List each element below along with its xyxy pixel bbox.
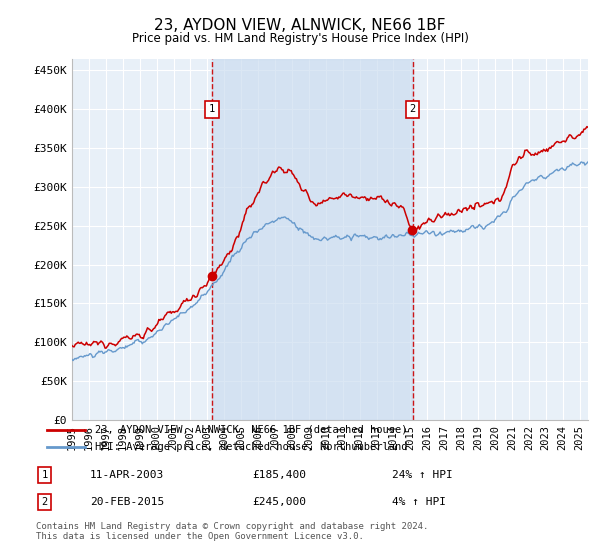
Text: 1: 1 [209, 104, 215, 114]
Text: 2: 2 [409, 104, 416, 114]
Text: 11-APR-2003: 11-APR-2003 [90, 470, 164, 480]
Text: 4% ↑ HPI: 4% ↑ HPI [392, 497, 446, 507]
Text: 23, AYDON VIEW, ALNWICK, NE66 1BF (detached house): 23, AYDON VIEW, ALNWICK, NE66 1BF (detac… [95, 425, 408, 435]
Text: Contains HM Land Registry data © Crown copyright and database right 2024.
This d: Contains HM Land Registry data © Crown c… [36, 522, 428, 542]
Text: Price paid vs. HM Land Registry's House Price Index (HPI): Price paid vs. HM Land Registry's House … [131, 32, 469, 45]
Text: 23, AYDON VIEW, ALNWICK, NE66 1BF: 23, AYDON VIEW, ALNWICK, NE66 1BF [154, 18, 446, 33]
Text: 24% ↑ HPI: 24% ↑ HPI [392, 470, 453, 480]
Text: £245,000: £245,000 [252, 497, 306, 507]
Text: 2: 2 [41, 497, 47, 507]
Text: HPI: Average price, detached house, Northumberland: HPI: Average price, detached house, Nort… [95, 442, 408, 451]
Text: £185,400: £185,400 [252, 470, 306, 480]
Text: 1: 1 [41, 470, 47, 480]
Bar [212, 59, 413, 420]
Text: 20-FEB-2015: 20-FEB-2015 [90, 497, 164, 507]
